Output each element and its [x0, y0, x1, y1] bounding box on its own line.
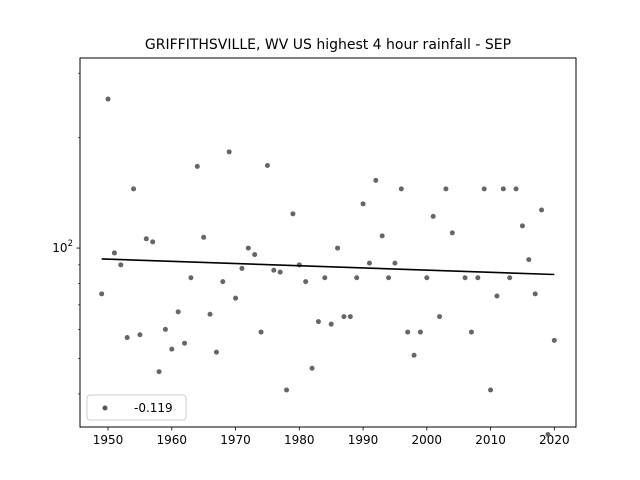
data-point — [182, 340, 188, 346]
data-point — [188, 275, 194, 281]
x-axis: 1950 1960 1970 1980 1990 2000 2010 2020 — [93, 427, 570, 447]
data-point — [194, 163, 200, 169]
x-tick-label: 1970 — [220, 433, 251, 447]
data-point — [239, 265, 245, 271]
data-point — [519, 223, 525, 229]
data-point — [99, 291, 105, 297]
data-point — [539, 207, 545, 213]
y-axis: 102 — [52, 72, 80, 395]
trend-line-group — [101, 258, 555, 276]
data-point — [322, 275, 328, 281]
data-point — [131, 186, 137, 192]
x-tick-label: 2000 — [412, 433, 443, 447]
data-point — [354, 275, 360, 281]
trend-line — [101, 258, 555, 276]
data-point — [462, 275, 468, 281]
data-point — [347, 314, 353, 320]
data-point — [513, 186, 519, 192]
data-point — [213, 349, 219, 355]
data-point — [494, 293, 500, 299]
data-point — [245, 245, 251, 251]
data-point — [277, 269, 283, 275]
data-point — [373, 177, 379, 183]
data-point — [169, 346, 175, 352]
data-point — [360, 201, 366, 207]
data-point — [532, 291, 538, 297]
data-point — [118, 262, 124, 268]
data-point — [551, 337, 557, 343]
data-point — [156, 369, 162, 375]
data-point — [162, 326, 168, 332]
data-point — [303, 279, 309, 285]
x-tick-label: 1990 — [348, 433, 379, 447]
data-point — [201, 234, 207, 240]
data-point — [468, 329, 474, 335]
data-point — [124, 335, 130, 341]
data-point — [386, 275, 392, 281]
data-point — [226, 149, 232, 155]
data-points — [99, 96, 557, 438]
legend-label: -0.119 — [134, 401, 173, 415]
plot-frame — [79, 57, 577, 428]
x-tick-label: 2020 — [539, 433, 570, 447]
data-point — [284, 387, 290, 393]
data-point — [481, 186, 487, 192]
data-point — [252, 252, 258, 258]
x-tick-label: 1950 — [93, 433, 124, 447]
data-point — [526, 257, 532, 263]
data-point — [430, 213, 436, 219]
x-tick-label: 2010 — [475, 433, 506, 447]
data-point — [258, 329, 264, 335]
data-point — [220, 279, 226, 285]
data-point — [105, 96, 111, 102]
data-point — [424, 275, 430, 281]
data-point — [449, 230, 455, 236]
data-point — [411, 352, 417, 358]
data-point — [175, 309, 181, 315]
data-point — [137, 332, 143, 338]
data-point — [379, 233, 385, 239]
data-point — [207, 311, 213, 317]
data-point — [405, 329, 411, 335]
data-point — [143, 236, 149, 242]
data-point — [335, 245, 341, 251]
data-point — [290, 211, 296, 217]
data-point — [488, 387, 494, 393]
chart-title: GRIFFITHSVILLE, WV US highest 4 hour rai… — [145, 37, 511, 53]
data-point — [233, 295, 239, 301]
data-point — [315, 319, 321, 325]
data-point — [443, 186, 449, 192]
data-point — [507, 275, 513, 281]
legend-box — [86, 394, 187, 421]
data-point — [500, 186, 506, 192]
data-point — [341, 314, 347, 320]
data-point — [417, 329, 423, 335]
data-point — [309, 365, 315, 371]
data-point — [150, 239, 156, 245]
data-point — [392, 260, 398, 266]
legend: -0.119 — [86, 394, 187, 421]
data-point — [111, 250, 117, 256]
data-point — [437, 314, 443, 320]
data-point — [271, 267, 277, 273]
data-point — [328, 321, 334, 327]
y-tick-label: 102 — [52, 239, 73, 255]
x-tick-label: 1960 — [157, 433, 188, 447]
data-point — [398, 186, 404, 192]
data-point — [264, 162, 270, 168]
x-tick-label: 1980 — [284, 433, 315, 447]
data-point — [475, 275, 481, 281]
legend-marker — [102, 405, 108, 411]
data-point — [366, 260, 372, 266]
data-point — [545, 432, 551, 438]
